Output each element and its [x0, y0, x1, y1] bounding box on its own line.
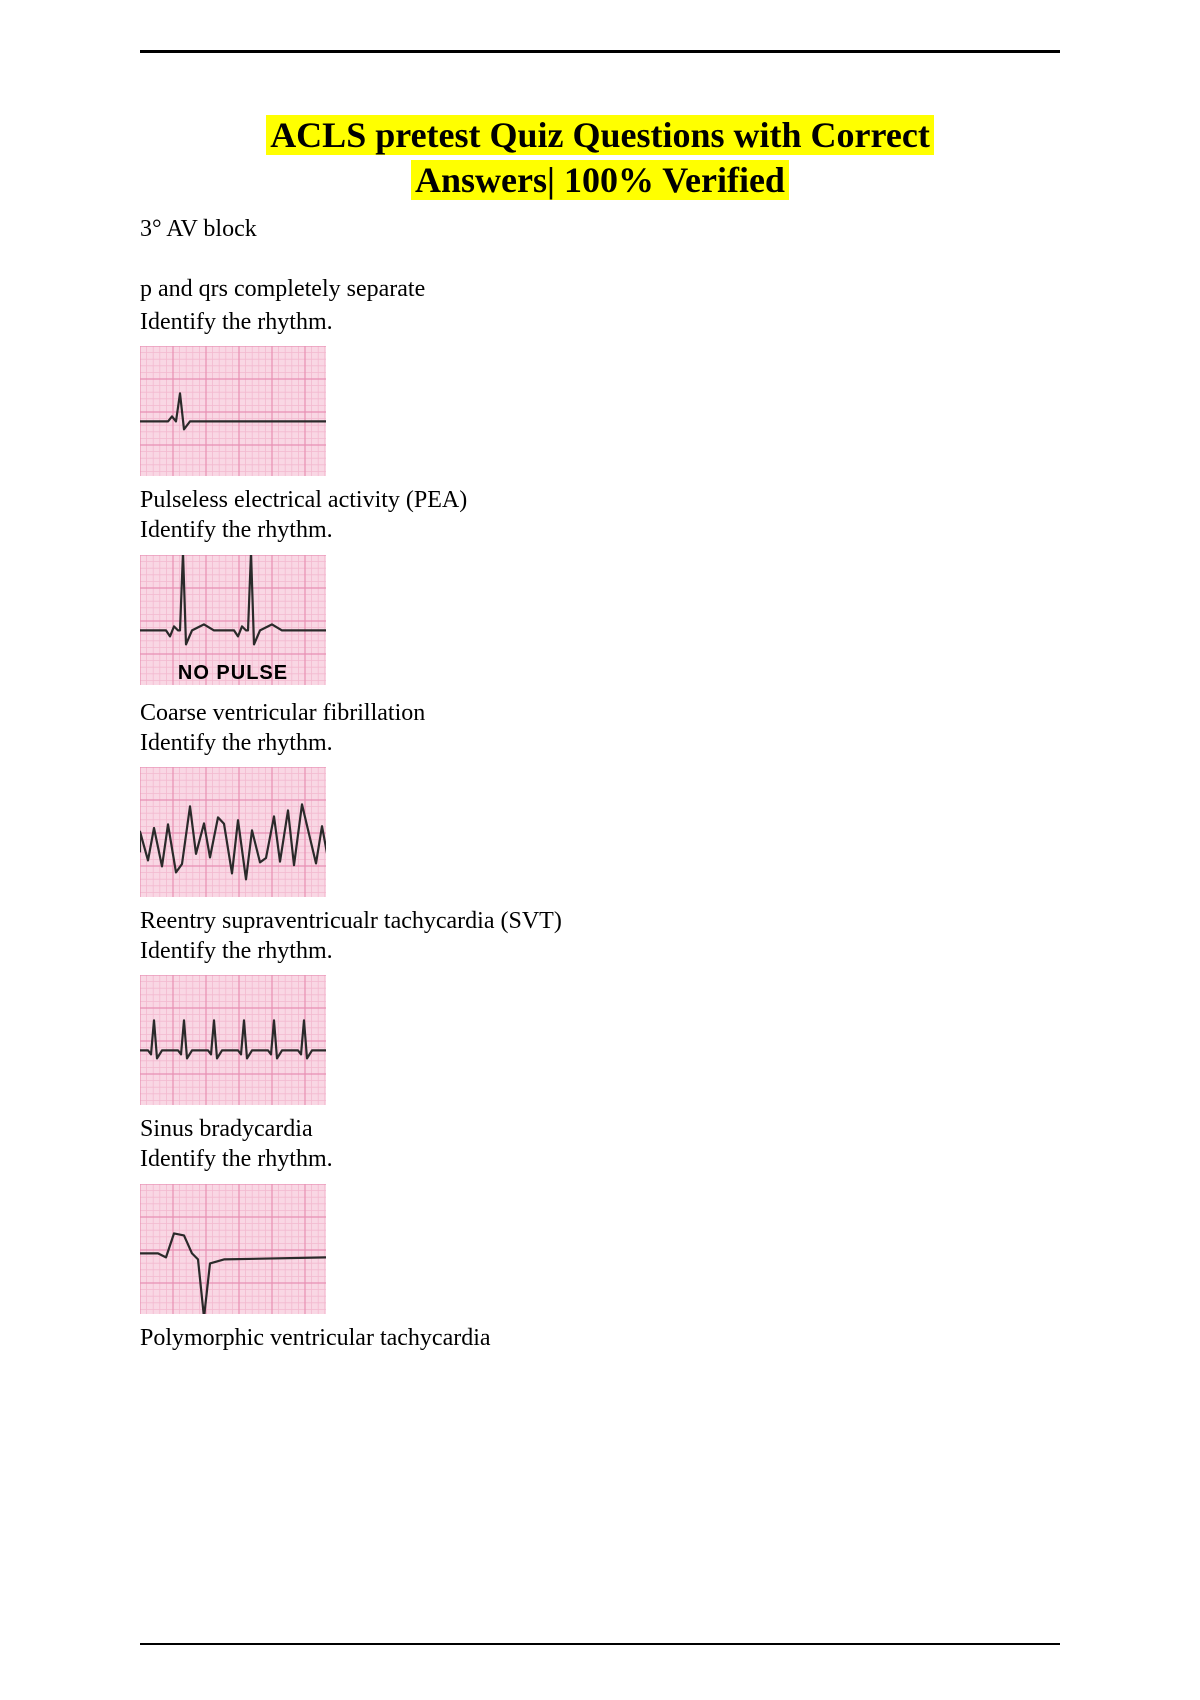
title-line-1: ACLS pretest Quiz Questions with Correct	[266, 115, 934, 155]
ecg-strip	[140, 975, 1060, 1110]
identify-prompt: Identify the rhythm.	[140, 727, 1060, 759]
intro-note: p and qrs completely separate	[140, 273, 1060, 305]
ecg-strip	[140, 1184, 1060, 1319]
rhythm-item: Reentry supraventricualr tachycardia (SV…	[140, 767, 1060, 967]
intro-answer: 3° AV block	[140, 213, 1060, 245]
rhythm-answer: Sinus bradycardia	[140, 1116, 1060, 1143]
identify-prompt: Identify the rhythm.	[140, 935, 1060, 967]
identify-prompt: Identify the rhythm.	[140, 1143, 1060, 1175]
rhythm-item: Sinus bradycardiaIdentify the rhythm.	[140, 975, 1060, 1175]
ecg-strip	[140, 346, 1060, 481]
title-line-2: Answers| 100% Verified	[411, 160, 789, 200]
page-title: ACLS pretest Quiz Questions with Correct…	[140, 113, 1060, 203]
identify-prompt: Identify the rhythm.	[140, 306, 1060, 338]
identify-prompt: Identify the rhythm.	[140, 514, 1060, 546]
rhythm-item: NO PULSE Coarse ventricular fibrillationI…	[140, 555, 1060, 759]
top-horizontal-rule	[140, 50, 1060, 53]
svg-text:NO PULSE: NO PULSE	[178, 662, 288, 684]
rhythm-items: Pulseless electrical activity (PEA)Ident…	[140, 346, 1060, 1352]
rhythm-answer: Pulseless electrical activity (PEA)	[140, 487, 1060, 514]
ecg-strip: NO PULSE	[140, 555, 1060, 694]
rhythm-item: Polymorphic ventricular tachycardia	[140, 1184, 1060, 1352]
rhythm-answer: Polymorphic ventricular tachycardia	[140, 1325, 1060, 1352]
rhythm-item: Pulseless electrical activity (PEA)Ident…	[140, 346, 1060, 546]
rhythm-answer: Reentry supraventricualr tachycardia (SV…	[140, 908, 1060, 935]
ecg-strip	[140, 767, 1060, 902]
document-page: ACLS pretest Quiz Questions with Correct…	[0, 0, 1200, 1402]
bottom-horizontal-rule	[140, 1643, 1060, 1645]
rhythm-answer: Coarse ventricular fibrillation	[140, 700, 1060, 727]
